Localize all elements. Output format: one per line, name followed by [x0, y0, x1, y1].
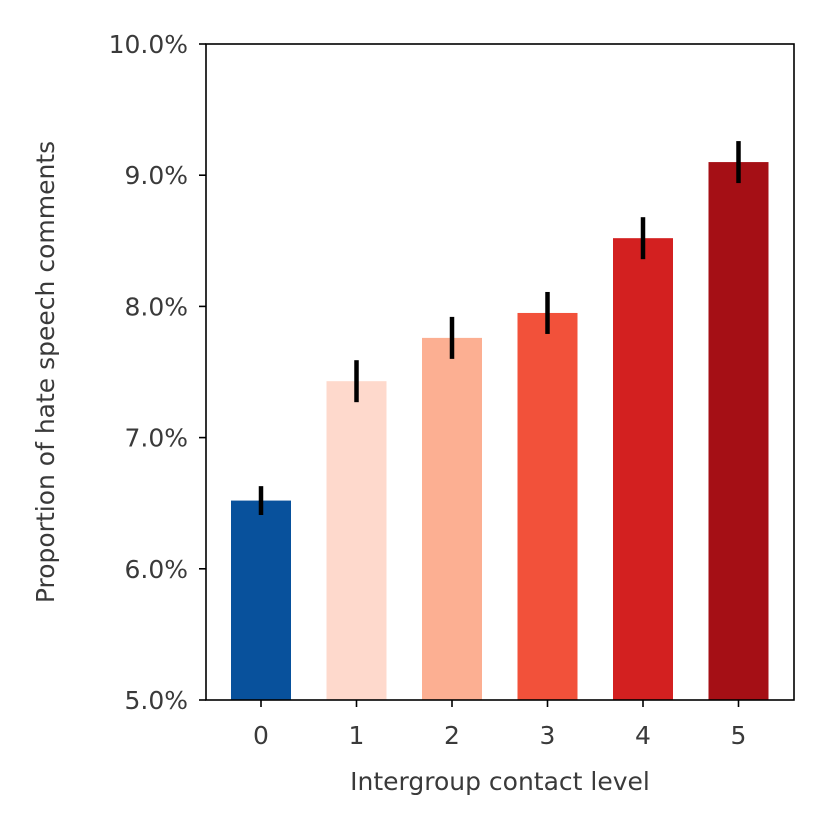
bar-4 [613, 238, 673, 700]
x-tick-label-3: 3 [540, 721, 556, 750]
bar-2 [422, 337, 482, 700]
y-tick-label-3: 8.0% [124, 292, 188, 321]
bar-1 [326, 381, 387, 700]
y-tick-label-4: 9.0% [124, 161, 188, 190]
bars-layer [231, 162, 769, 700]
plot-area-frame [205, 43, 795, 701]
x-axis: 0 1 2 3 4 5 [253, 700, 746, 750]
bar-3 [517, 312, 578, 700]
y-tick-label-0: 5.0% [124, 686, 188, 715]
y-tick-label-5: 10.0% [109, 30, 188, 59]
bar-0 [231, 500, 291, 700]
x-tick-label-4: 4 [635, 721, 651, 750]
y-tick-label-1: 6.0% [124, 555, 188, 584]
error-bars-layer [258, 141, 741, 516]
x-axis-label: Intergroup contact level [350, 767, 650, 796]
x-tick-label-2: 2 [444, 721, 460, 750]
y-tick-label-2: 7.0% [124, 424, 188, 453]
y-axis: 5.0% 6.0% 7.0% 8.0% 9.0% 10.0% [109, 30, 206, 715]
bar-5 [708, 162, 769, 700]
y-axis-label: Proportion of hate speech comments [31, 141, 60, 603]
x-tick-label-0: 0 [253, 721, 269, 750]
x-tick-label-1: 1 [349, 721, 365, 750]
x-tick-label-5: 5 [731, 721, 747, 750]
